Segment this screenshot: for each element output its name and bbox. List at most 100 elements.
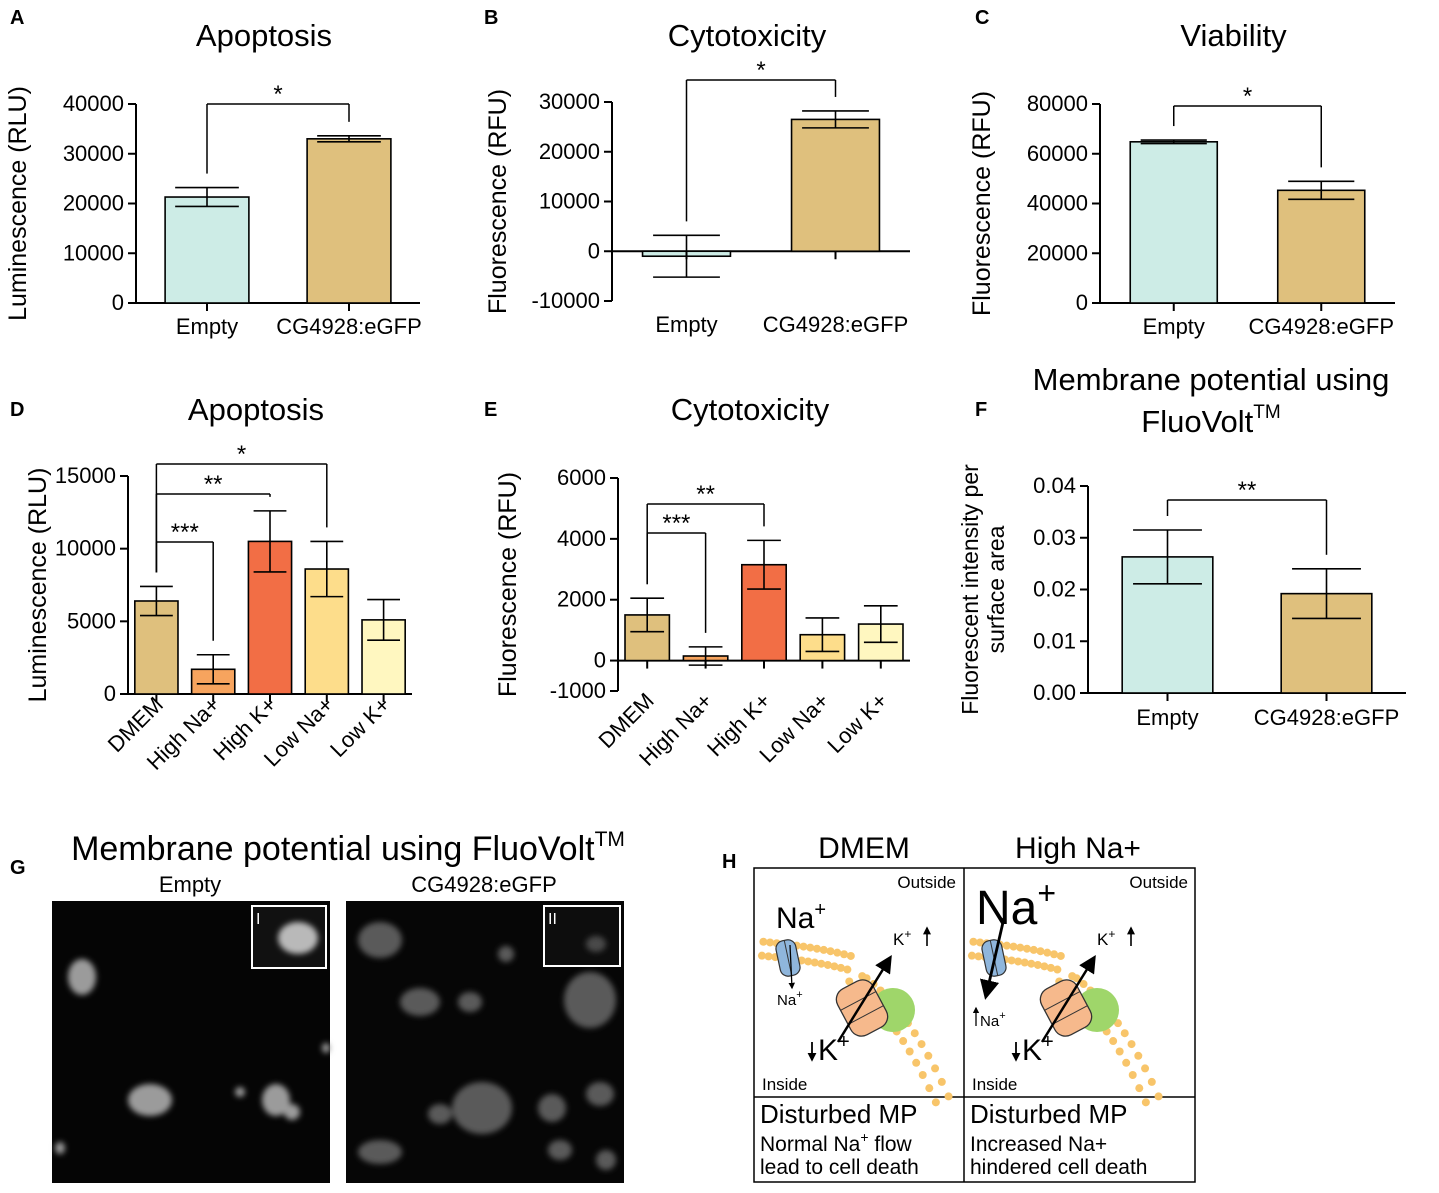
schematic-frame (753, 867, 1196, 1183)
bar (790, 118, 881, 253)
description-right-line2: hindered cell death (970, 1156, 1147, 1179)
lipid-head (1120, 1029, 1129, 1038)
panel-letter-a: A (10, 7, 24, 29)
lipid-head (1072, 974, 1081, 983)
micrograph-label-cg4928: CG4928:eGFP (411, 872, 557, 897)
lipid-head (1109, 1037, 1118, 1046)
k-label-outside-right: K+ (1097, 927, 1115, 949)
k-efflux-arrow-right (1040, 955, 1096, 1043)
category-label: Empty (176, 314, 238, 339)
bar (247, 540, 293, 695)
inside-label-right: Inside (972, 1075, 1017, 1094)
y-tick-label: 20000 (1027, 240, 1088, 265)
inset-box-cg4928 (543, 905, 621, 967)
outside-label-left: Outside (897, 873, 956, 892)
panel-letter-b: B (484, 7, 498, 29)
y-tick-label: 40000 (63, 91, 124, 116)
y-tick-label: 0 (1076, 290, 1088, 315)
lipid-head (976, 938, 985, 947)
lipid-head (1036, 947, 1045, 956)
lipid-head (843, 965, 852, 974)
y-tick-label: 10000 (539, 189, 600, 214)
lipid-head (931, 1098, 940, 1107)
category-label: CG4928:eGFP (763, 312, 909, 337)
significance-label: *** (662, 510, 690, 537)
lipid-head (1043, 948, 1052, 957)
y-tick-label: 20000 (539, 139, 600, 164)
lipid-head (836, 963, 845, 972)
inset-cluster-cg4928 (586, 936, 606, 952)
micrograph-title: Membrane potential using FluoVoltTM (71, 828, 625, 868)
lipid-head (1029, 945, 1038, 954)
lipid-head (1127, 1040, 1136, 1049)
mp-label-right: Disturbed MP (970, 1099, 1128, 1129)
na-label-outside-right: Na+ (976, 875, 1056, 935)
lipid-head (833, 948, 842, 957)
inset-label-i: I (256, 911, 260, 928)
significance-label: ** (696, 481, 715, 508)
category-label: Empty (655, 312, 717, 337)
lipid-head (766, 938, 775, 947)
bar (164, 196, 250, 304)
panel-letter-f: F (975, 399, 987, 421)
chart-title: Apoptosis (188, 392, 324, 427)
lipid-head (759, 937, 768, 946)
lipid-head (1020, 958, 1029, 967)
lipid-head (1056, 951, 1065, 960)
y-tick-label: 0 (104, 681, 116, 706)
lipid-head (931, 1064, 940, 1073)
y-tick-label: 40000 (1027, 191, 1088, 216)
k-efflux-arrow-left (836, 955, 892, 1043)
category-label: Low K+ (325, 692, 395, 762)
na-channel-left (775, 939, 801, 977)
y-axis-label: Fluorescence (RFU) (494, 472, 522, 697)
category-label: Low K+ (822, 688, 892, 758)
lipid-head (1033, 960, 1042, 969)
y-tick-label: 5000 (67, 608, 116, 633)
y-tick-label: 10000 (55, 536, 116, 561)
lipid-head (1016, 943, 1025, 952)
chart-e-cytotoxicity-media: Cytotoxicity Fluorescence (RFU) -1000 0 2000… (494, 392, 910, 771)
lipid-head (944, 1092, 953, 1101)
panel-letter-c: C (975, 7, 989, 29)
panel-letter-e: E (484, 399, 497, 421)
description-left-line2: lead to cell death (760, 1156, 919, 1179)
chart-title: Cytotoxicity (668, 18, 827, 53)
cell-cluster (55, 959, 330, 1154)
lipid-head (812, 944, 821, 953)
significance-label: * (1243, 83, 1252, 110)
y-axis-label: Fluorescence (RFU) (484, 89, 512, 314)
y-axis-label-line2: surface area (983, 525, 1009, 653)
panel-letter-h: H (722, 851, 736, 873)
y-tick-label: 4000 (557, 526, 606, 551)
y-tick-label: 0 (112, 290, 124, 315)
y-tick-label: 0 (588, 238, 600, 263)
lipid-head (1040, 962, 1049, 971)
description-left-line1: Normal Na+ flow (760, 1129, 913, 1156)
panel-h-schematic: DMEM High Na+ Outside Inside Na+ Na+ K+ … (753, 832, 1196, 1183)
lipid-head (925, 1084, 934, 1093)
y-axis-label: Fluorescence (RFU) (968, 91, 996, 316)
lipid-head (1022, 944, 1031, 953)
y-tick-label: 30000 (63, 141, 124, 166)
lipid-head (757, 951, 766, 960)
description-right-line1: Increased Na+ (970, 1133, 1107, 1156)
y-tick-label: -10000 (531, 288, 600, 313)
na-label-inside-right: Na+ (980, 1010, 1006, 1030)
category-label: CG4928:eGFP (276, 314, 422, 339)
lipid-head (817, 959, 826, 968)
lipid-head (905, 1047, 914, 1056)
lipid-head (806, 943, 815, 952)
na-influx-arrow-left (788, 944, 796, 990)
lipid-head (1014, 957, 1023, 966)
lipid-head (826, 947, 835, 956)
lipid-head (804, 957, 813, 966)
chart-f-membrane-potential: Membrane potential using FluoVoltTM Fluore… (957, 362, 1406, 730)
y-tick-label: -1000 (550, 678, 606, 703)
chart-title: Membrane potential using (1033, 362, 1390, 397)
panel-g-micrographs: Membrane potential using FluoVoltTM Empt… (52, 828, 625, 1183)
lipid-head (840, 950, 849, 959)
y-axis-label: Luminescence (RLU) (4, 86, 32, 321)
panel-letter-d: D (10, 399, 24, 421)
inside-label-left: Inside (762, 1075, 807, 1094)
